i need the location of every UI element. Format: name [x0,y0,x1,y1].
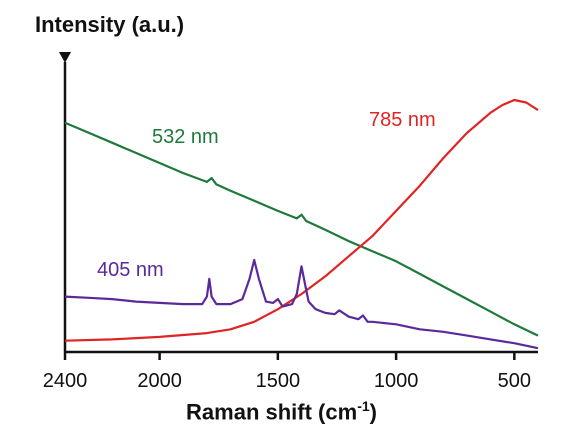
x-tick-label-1500: 1500 [256,370,301,392]
x-axis-label-main: Raman shift (cm [186,399,358,425]
series-label-405-nm: 405 nm [97,259,164,281]
series-line-785-nm [64,98,539,342]
y-axis-arrow-icon [59,52,71,63]
series-line-532-nm [64,121,539,337]
x-tick-label-2400: 2400 [43,370,88,392]
series-label-532-nm: 532 nm [152,126,219,148]
x-tick-label-1000: 1000 [374,370,419,392]
x-tick-label-500: 500 [498,370,531,392]
x-tick-label-2000: 2000 [137,370,182,392]
y-axis-label: Intensity (a.u.) [35,12,185,37]
x-axis-label-suffix: ) [369,399,377,425]
x-axis-label-superscript: -1 [357,398,370,414]
x-axis-label: Raman shift (cm-1) [0,398,563,425]
series-label-785-nm: 785 nm [369,109,436,131]
series-line-405-nm [64,258,539,350]
